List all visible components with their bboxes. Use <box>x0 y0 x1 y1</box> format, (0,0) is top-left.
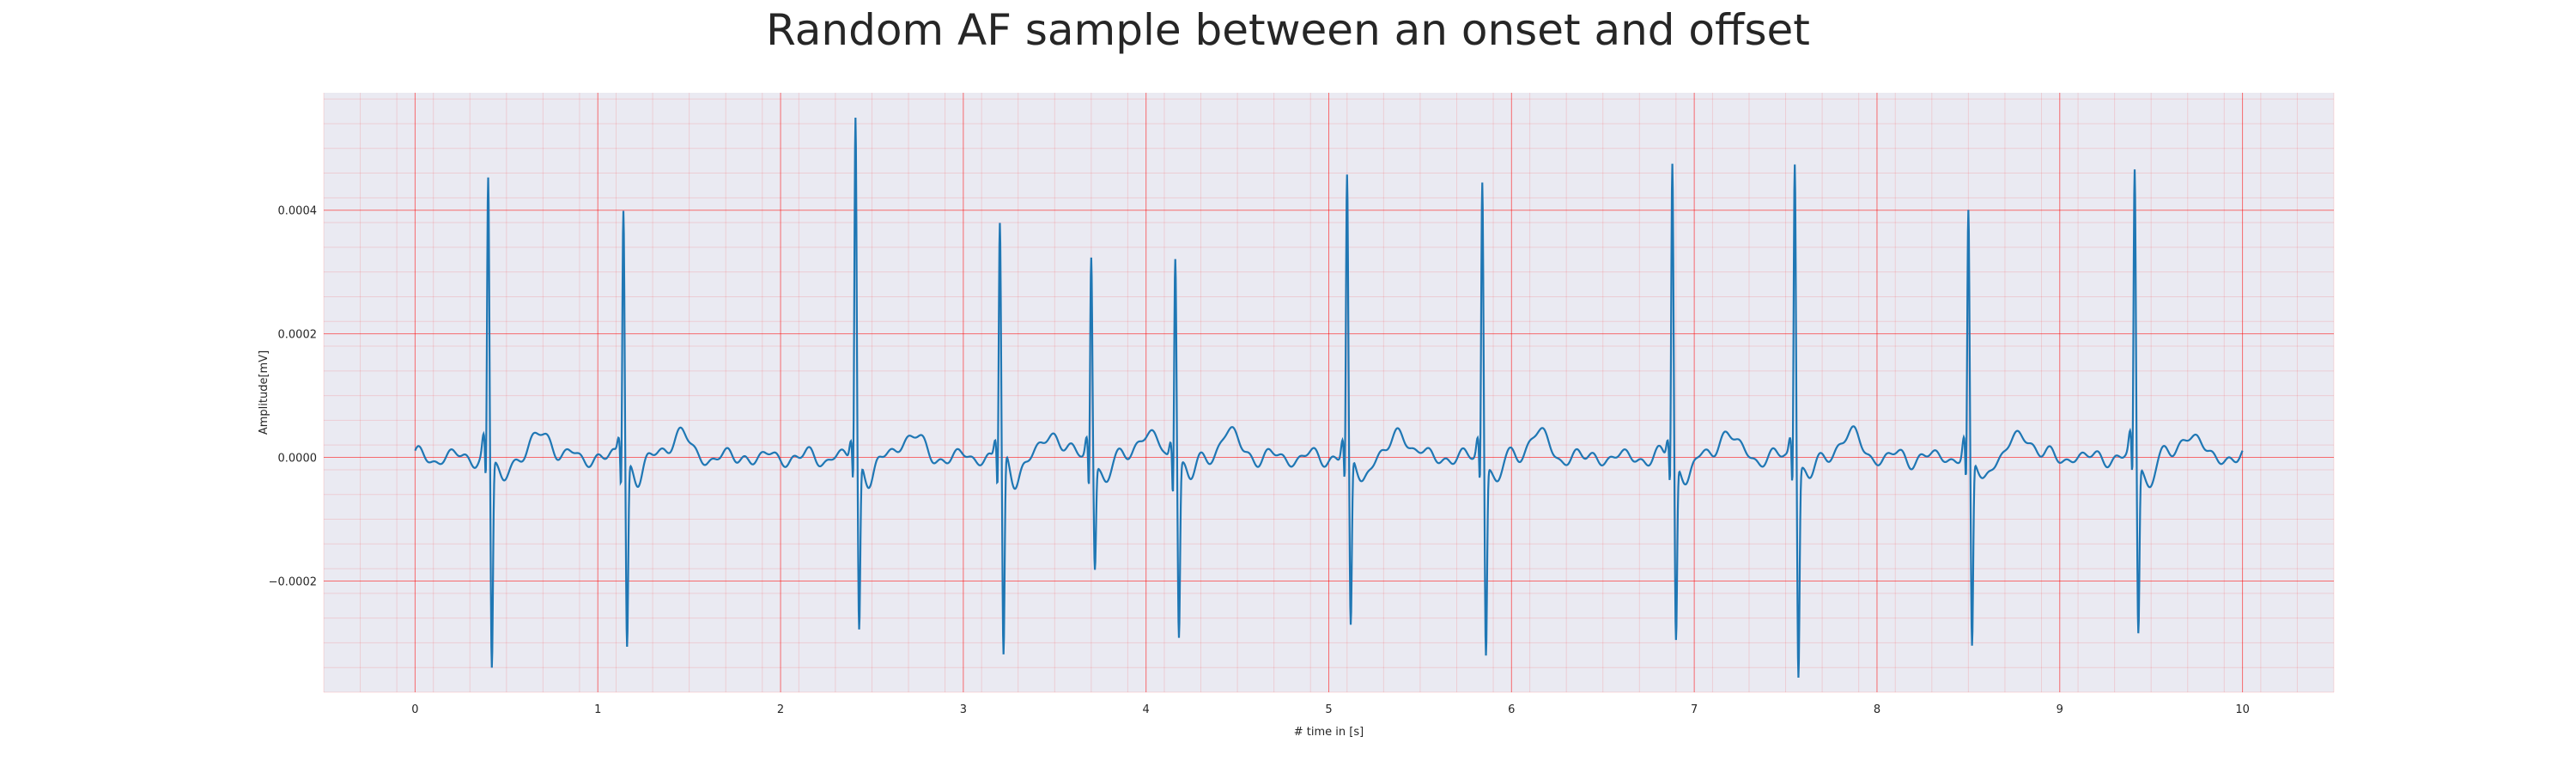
y-axis-label: Amplitude[mV] <box>258 350 270 435</box>
x-tick-label: 7 <box>1691 703 1698 716</box>
x-axis-ticks: 0 1 2 3 4 5 6 7 8 9 10 <box>411 703 2250 716</box>
x-tick-label: 2 <box>777 703 784 716</box>
x-tick-label: 3 <box>960 703 967 716</box>
x-tick-label: 5 <box>1325 703 1332 716</box>
x-tick-label: 1 <box>594 703 601 716</box>
x-tick-label: 9 <box>2057 703 2063 716</box>
y-tick-label: −0.0002 <box>269 575 317 588</box>
y-tick-label: 0.0004 <box>278 205 318 218</box>
x-tick-label: 8 <box>1874 703 1880 716</box>
y-tick-label: 0.0002 <box>278 329 318 342</box>
y-axis-ticks: −0.0002 0.0000 0.0002 0.0004 <box>269 205 317 589</box>
x-axis-label: # time in [s] <box>1294 726 1364 739</box>
ecg-signal-line <box>414 118 2244 679</box>
y-tick-label: 0.0000 <box>278 453 318 466</box>
x-tick-label: 10 <box>2235 703 2250 716</box>
x-tick-label: 4 <box>1143 703 1150 716</box>
major-grid <box>324 93 2334 692</box>
x-tick-label: 6 <box>1508 703 1515 716</box>
x-tick-label: 0 <box>411 703 418 716</box>
chart-title: Random AF sample between an onset and of… <box>766 5 1810 55</box>
